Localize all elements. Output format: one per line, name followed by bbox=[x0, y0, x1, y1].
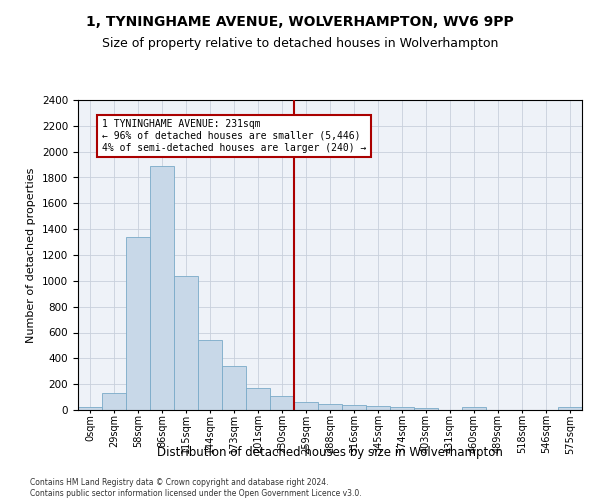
Text: 1 TYNINGHAME AVENUE: 231sqm
← 96% of detached houses are smaller (5,446)
4% of s: 1 TYNINGHAME AVENUE: 231sqm ← 96% of det… bbox=[102, 120, 367, 152]
Bar bbox=[270, 396, 294, 410]
Bar bbox=[150, 166, 174, 410]
Bar bbox=[414, 408, 438, 410]
Bar bbox=[246, 388, 270, 410]
Text: Contains HM Land Registry data © Crown copyright and database right 2024.
Contai: Contains HM Land Registry data © Crown c… bbox=[30, 478, 362, 498]
Bar bbox=[462, 407, 486, 410]
Text: Distribution of detached houses by size in Wolverhampton: Distribution of detached houses by size … bbox=[157, 446, 503, 459]
Bar bbox=[198, 340, 222, 410]
Text: 1, TYNINGHAME AVENUE, WOLVERHAMPTON, WV6 9PP: 1, TYNINGHAME AVENUE, WOLVERHAMPTON, WV6… bbox=[86, 15, 514, 29]
Bar bbox=[102, 393, 126, 410]
Bar bbox=[318, 404, 342, 410]
Bar bbox=[174, 276, 198, 410]
Bar bbox=[78, 408, 102, 410]
Bar bbox=[126, 237, 150, 410]
Bar bbox=[342, 406, 366, 410]
Bar bbox=[294, 402, 318, 410]
Y-axis label: Number of detached properties: Number of detached properties bbox=[26, 168, 37, 342]
Text: Size of property relative to detached houses in Wolverhampton: Size of property relative to detached ho… bbox=[102, 38, 498, 51]
Bar bbox=[558, 408, 582, 410]
Bar bbox=[222, 366, 246, 410]
Bar bbox=[366, 406, 390, 410]
Bar bbox=[390, 408, 414, 410]
